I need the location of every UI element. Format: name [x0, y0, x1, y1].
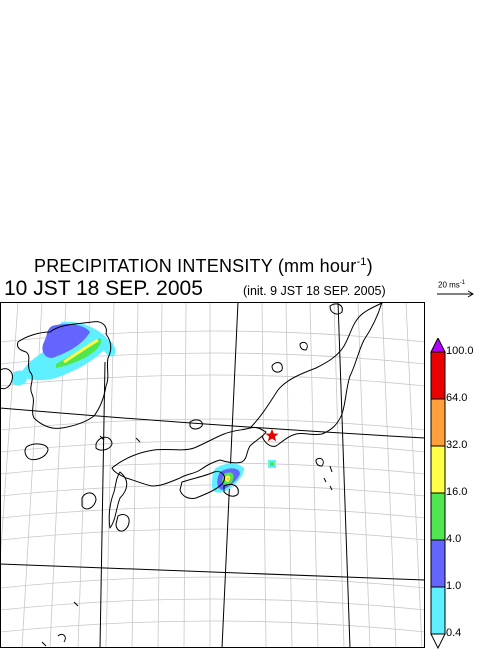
scale-segment: [430, 539, 446, 588]
scale-segment: [430, 586, 446, 635]
scale-label: 16.0: [446, 486, 468, 498]
scale-label: 64.0: [446, 392, 468, 404]
coastlines: [0, 302, 385, 647]
reference-vector-label: 20 ms-1: [438, 280, 466, 290]
scale-label: 32.0: [446, 439, 468, 451]
map-title: PRECIPITATION INTENSITY (mm hour-1): [34, 256, 373, 276]
scale-label: 1.0: [446, 580, 462, 592]
star-marker: [265, 429, 279, 442]
scale-segment: [430, 445, 446, 494]
scale-label: 4.0: [446, 533, 462, 545]
init-time: (init. 9 JST 18 SEP. 2005): [243, 284, 386, 298]
valid-time: 10 JST 18 SEP. 2005: [4, 277, 203, 300]
scale-label: 0.4: [446, 627, 462, 639]
precipitation-map: [0, 302, 425, 648]
color-scale: [430, 338, 446, 650]
scale-segment: [430, 633, 446, 650]
scale-segment: [430, 338, 446, 353]
scale-label: 100.0: [446, 345, 474, 357]
scale-segment: [430, 351, 446, 400]
scale-segment: [430, 492, 446, 541]
scale-segment: [430, 398, 446, 447]
reference-vector-arrow: [437, 290, 474, 298]
